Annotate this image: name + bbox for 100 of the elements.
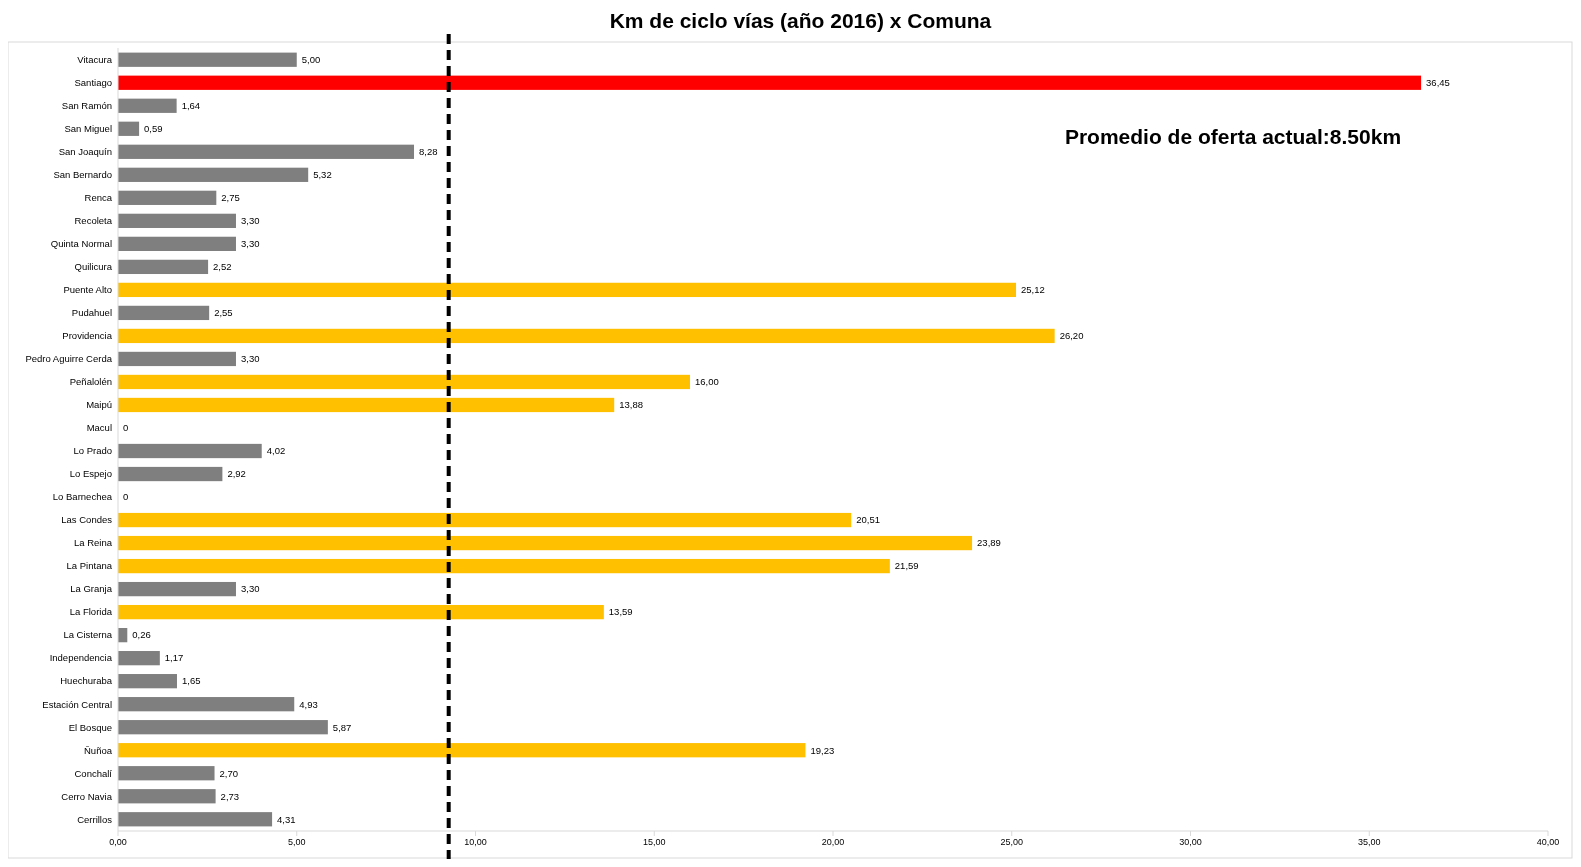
data-label: 25,12 [1021, 284, 1045, 296]
bar [118, 697, 295, 712]
data-label: 3,30 [240, 353, 260, 365]
x-tick-label: 40,00 [1536, 837, 1560, 847]
y-tick-label: Renca [84, 192, 113, 204]
y-tick-label: Pedro Aguirre Cerda [25, 353, 113, 365]
y-tick-label: La Cisterna [63, 629, 113, 641]
y-tick-label: Lo Prado [73, 445, 112, 457]
y-tick-label: San Bernardo [53, 169, 112, 181]
bar [118, 144, 415, 159]
bar [118, 397, 615, 413]
data-label: 0 [123, 491, 129, 503]
bar [118, 213, 236, 228]
y-tick-label: Huechuraba [60, 675, 113, 687]
x-tick-label: 25,00 [1000, 837, 1024, 847]
y-tick-label: Independencia [49, 652, 113, 664]
bar [118, 328, 1055, 344]
y-tick-label: Quilicura [74, 261, 113, 273]
bar [118, 766, 215, 781]
y-tick-label: Ñuñoa [84, 744, 113, 756]
data-label: 2,75 [221, 192, 240, 204]
y-tick-label: La Granja [70, 583, 113, 595]
data-label: 36,45 [1426, 77, 1450, 89]
y-tick-label: Pudahuel [71, 307, 112, 319]
data-label: 1,65 [181, 675, 201, 687]
y-tick-label: Macul [86, 422, 112, 434]
bar [118, 535, 973, 551]
bar [118, 52, 297, 67]
data-label: 1,64 [181, 100, 201, 112]
bar [118, 581, 236, 597]
y-tick-label: San Joaquín [58, 146, 112, 158]
data-label: 0 [123, 422, 129, 434]
x-tick-label: 5,00 [287, 837, 306, 847]
bar [118, 121, 140, 136]
y-tick-label: Quinta Normal [50, 238, 112, 250]
y-tick-label: La Pintana [66, 560, 113, 572]
y-tick-label: La Florida [69, 606, 113, 618]
bar [118, 98, 177, 113]
y-tick-label: Vitacura [77, 54, 113, 66]
bar [118, 190, 217, 205]
data-label: 8,28 [419, 146, 438, 158]
data-label: 4,31 [277, 813, 296, 825]
bar [118, 351, 236, 367]
data-label: 19,23 [810, 744, 835, 756]
data-label: 2,55 [214, 307, 233, 319]
y-tick-label: Estación Central [42, 698, 112, 710]
y-tick-label: Las Condes [61, 514, 113, 526]
data-label: 20,51 [856, 514, 881, 526]
bar [118, 512, 852, 528]
bar [118, 558, 890, 574]
bar [118, 259, 209, 275]
bar [118, 674, 177, 689]
data-label: 26,20 [1059, 330, 1084, 342]
x-tick-label: 0,00 [109, 837, 127, 847]
data-label: 16,00 [695, 376, 719, 388]
bar [118, 167, 309, 182]
bar [118, 282, 1017, 298]
bar [118, 789, 216, 804]
data-label: 0,26 [132, 629, 151, 641]
data-label: 21,59 [894, 560, 919, 572]
data-label: 0,59 [144, 123, 163, 135]
y-tick-label: Santiago [74, 77, 112, 89]
bar [118, 812, 273, 827]
data-label: 23,89 [977, 537, 1001, 549]
y-tick-label: La Reina [73, 537, 113, 549]
bar [118, 75, 1422, 90]
data-label: 5,32 [313, 169, 332, 181]
data-label: 13,88 [619, 399, 643, 411]
bar [118, 743, 806, 758]
data-label: 1,17 [164, 652, 184, 664]
bar [118, 604, 604, 620]
y-tick-label: San Ramón [61, 100, 112, 112]
y-tick-label: Conchalí [74, 767, 113, 779]
y-tick-label: Lo Espejo [69, 468, 112, 480]
y-tick-label: Peñalolén [69, 376, 112, 388]
y-tick-label: Cerro Navia [61, 790, 113, 802]
data-label: 2,92 [227, 468, 246, 480]
x-tick-label: 30,00 [1179, 837, 1202, 847]
y-tick-label: Recoleta [74, 215, 113, 227]
bar [118, 305, 210, 321]
y-tick-label: Lo Barnechea [52, 491, 113, 503]
x-tick-label: 15,00 [642, 837, 666, 847]
data-label: 4,02 [266, 445, 286, 457]
y-tick-label: Cerrillos [77, 813, 113, 825]
y-tick-label: El Bosque [68, 721, 112, 733]
y-tick-label: Puente Alto [63, 284, 112, 296]
bar [118, 236, 236, 251]
data-label: 2,52 [213, 261, 232, 273]
y-tick-label: Providencia [62, 330, 113, 342]
data-label: 3,30 [240, 238, 260, 250]
data-label: 5,87 [332, 721, 352, 733]
x-tick-label: 10,00 [464, 837, 487, 847]
data-label: 13,59 [608, 606, 633, 618]
chart-title: Km de ciclo vías (año 2016) x Comuna [609, 9, 992, 32]
x-tick-label: 35,00 [1357, 837, 1381, 847]
bar [118, 720, 328, 735]
y-tick-label: San Miguel [64, 123, 112, 135]
bar [118, 374, 690, 390]
data-label: 2,70 [219, 767, 239, 779]
data-label: 4,93 [299, 698, 318, 710]
